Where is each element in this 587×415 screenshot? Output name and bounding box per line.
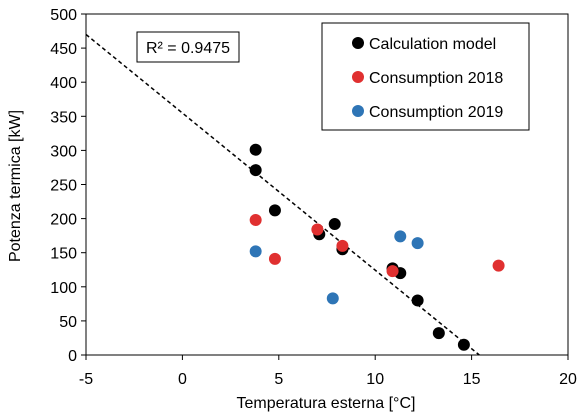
y-tick-label: 0 <box>68 348 77 365</box>
data-point <box>457 338 470 351</box>
y-axis-ticks: 0 50 100 150 200 250 300 350 400 450 500 <box>50 7 86 365</box>
y-tick-label: 400 <box>50 75 77 92</box>
data-point <box>411 237 424 250</box>
data-point <box>432 327 445 340</box>
data-point <box>249 143 262 156</box>
data-point <box>268 252 281 265</box>
annotation-text: R² = 0.9475 <box>146 40 230 57</box>
legend-marker <box>352 105 364 117</box>
x-axis-title: Temperatura esterna [°C] <box>237 395 416 412</box>
data-point <box>386 265 399 278</box>
y-tick-label: 50 <box>59 314 77 331</box>
x-axis-ticks: -5 0 5 10 15 20 <box>79 355 577 388</box>
legend-label: Consumption 2019 <box>369 104 503 121</box>
legend-marker <box>352 37 364 49</box>
legend: Calculation model Consumption 2018 Consump… <box>321 22 530 131</box>
y-tick-label: 250 <box>50 178 77 195</box>
y-tick-label: 200 <box>50 212 77 229</box>
data-point <box>336 239 349 252</box>
y-tick-label: 100 <box>50 280 77 297</box>
x-tick-label: 10 <box>366 371 384 388</box>
data-point <box>268 204 281 217</box>
data-point <box>411 294 424 307</box>
legend-label: Calculation model <box>369 36 496 53</box>
data-point <box>326 292 339 305</box>
x-tick-label: 5 <box>274 371 283 388</box>
data-point <box>394 230 407 243</box>
y-tick-label: 450 <box>50 41 77 58</box>
x-tick-label: 20 <box>559 371 577 388</box>
data-point <box>328 218 341 231</box>
r-squared-annotation: R² = 0.9475 <box>136 31 240 63</box>
y-tick-label: 150 <box>50 246 77 263</box>
x-tick-label: 0 <box>178 371 187 388</box>
data-point <box>249 164 262 177</box>
y-axis-title: Potenza termica [kW] <box>7 110 24 262</box>
x-tick-label: 15 <box>463 371 481 388</box>
x-tick-label: -5 <box>79 371 93 388</box>
data-point <box>249 245 262 258</box>
data-points <box>249 143 505 351</box>
y-tick-label: 350 <box>50 109 77 126</box>
data-point <box>492 259 505 272</box>
y-tick-label: 300 <box>50 143 77 160</box>
data-point <box>249 213 262 226</box>
legend-marker <box>352 71 364 83</box>
y-tick-label: 500 <box>50 7 77 24</box>
data-point <box>311 223 324 236</box>
legend-label: Consumption 2018 <box>369 70 503 87</box>
annotation-box <box>136 31 240 63</box>
